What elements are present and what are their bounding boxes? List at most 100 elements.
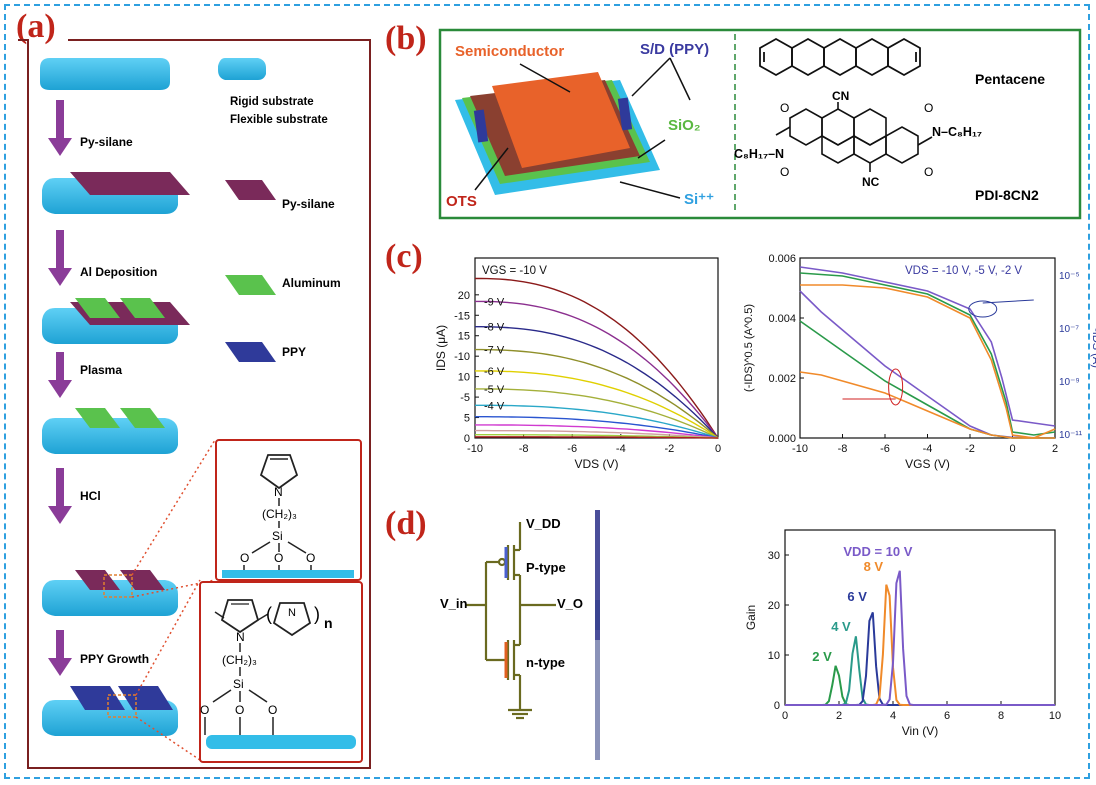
step-label-3: Plasma: [80, 363, 122, 377]
legend-aluminum: Aluminum: [282, 276, 341, 290]
device-semiconductor: [492, 72, 630, 168]
pentacene-structure: [759, 37, 921, 77]
chart3-xtick-label: 2: [836, 710, 842, 722]
chart2-series-log: [800, 284, 1056, 439]
panel-b-frame: [438, 28, 1082, 220]
step-label-1: Py-silane: [80, 135, 133, 149]
panel-a-frame: [18, 39, 371, 769]
chart3-xtick-label: 4: [890, 710, 896, 722]
chart1-ytick-label: 10: [458, 372, 470, 384]
chart1-series-line: [475, 370, 719, 439]
chem1-n: N: [274, 485, 283, 499]
chart2-xtick-label: -10: [792, 443, 808, 455]
chart3-series-line: [785, 665, 1055, 706]
al-pad-3b: [120, 298, 165, 318]
panel-label-b: (b): [385, 20, 427, 57]
chart1-series-line: [475, 404, 719, 439]
chart1-curve-label: -7 V: [484, 345, 505, 357]
chart2-series-log: [799, 272, 1056, 436]
step-label-2: Al Deposition: [80, 265, 157, 279]
chart1-xtick-label: -4: [616, 443, 626, 455]
chart1-ytick-label: -15: [454, 310, 470, 322]
panel-d-circuit: V_DD V_in V_O P-type n-type 1mm: [440, 510, 600, 760]
chart1-ytick-label: -10: [454, 351, 470, 363]
label-ptype: P-type: [526, 560, 566, 575]
chart3-xtick-label: 0: [782, 710, 788, 722]
chem1-si: Si: [272, 529, 283, 543]
substrate-blocks: [40, 58, 190, 736]
chem-box-1: N (CH₂)₃ Si O O O: [215, 439, 362, 581]
chart1-ytick-label: 5: [464, 413, 470, 425]
chart1-series-line: [475, 277, 719, 439]
panel-label-a: (a): [16, 8, 56, 45]
chart3-xlabel: Vin (V): [902, 724, 938, 738]
chart1-xtick-label: -10: [467, 443, 483, 455]
chart2-ytick-right-label: 10⁻⁹: [1059, 377, 1080, 388]
step-label-4: HCl: [80, 489, 101, 503]
chem2-n2: N: [288, 607, 296, 619]
legend-ppy-swatch: [225, 342, 276, 362]
chart3-series-line: [785, 636, 1055, 706]
chart1-series-line: [475, 300, 719, 439]
chart3-xtick-label: 10: [1049, 710, 1061, 722]
chart1-series-line: [475, 348, 719, 439]
chart3-series-label: 4 V: [831, 619, 851, 634]
chart2-ytick-right-label: 10⁻⁷: [1059, 324, 1079, 335]
chart1-series-line: [475, 416, 719, 439]
chart1-series-line: [475, 326, 719, 439]
chart1-series-line: [475, 429, 719, 439]
chart3-series-label: 2 V: [812, 649, 832, 664]
chart1-xtick-label: -6: [567, 443, 577, 455]
chart1-annotation: VGS = -10 V: [482, 265, 547, 277]
label-c8-right: N–C₈H₁₇: [932, 125, 982, 139]
chart2-xtick-label: -8: [838, 443, 848, 455]
al-pad-3a: [75, 298, 120, 318]
chart3-xtick-label: 6: [944, 710, 950, 722]
chart3-series-label: 6 V: [847, 589, 867, 604]
chart1-plot-area: [474, 257, 719, 439]
step-label-5: PPY Growth: [80, 652, 149, 666]
chart1-xlabel: VDS (V): [574, 457, 618, 471]
pdi-structure: [775, 102, 933, 172]
pysilane-layer-2: [70, 172, 190, 195]
label-nc: NC: [862, 175, 880, 189]
chart2-arrow-right: [982, 299, 1034, 304]
chem-box-2: N ( N ) n (CH₂)₃ Si O O O: [199, 581, 363, 763]
label-vin: V_in: [440, 596, 468, 611]
chart3-series-label: 8 V: [864, 559, 884, 574]
chart2-annotation: VDS = -10 V, -5 V, -2 V: [905, 265, 1022, 277]
chart2-ytick-label: 0.006: [768, 253, 796, 265]
svg-text:O: O: [924, 101, 933, 115]
chart1-ytick-label: 15: [458, 331, 470, 343]
chart2-series-sqrt: [799, 371, 1055, 439]
chart3-series-line: [785, 570, 1055, 706]
process-arrows: [48, 100, 72, 676]
inverter-circuit: [466, 522, 556, 720]
chart1-curve-label: -6 V: [484, 366, 505, 378]
chart1-xtick-label: -8: [519, 443, 529, 455]
chart3-series-label: VDD = 10 V: [843, 544, 912, 559]
chart3-xtick-label: 8: [998, 710, 1004, 722]
svg-text:O: O: [235, 703, 244, 717]
legend-pysilane-swatch: [225, 180, 276, 200]
label-pdi: PDI-8CN2: [975, 187, 1039, 203]
chart2-circle-right: [968, 300, 998, 318]
label-ntype: n-type: [526, 655, 565, 670]
chart2-ylabel: (-IDS)^0.5 (A^0.5): [743, 304, 755, 392]
chart1-curve-label: -4 V: [484, 400, 505, 412]
chart2-xtick-label: -2: [965, 443, 975, 455]
chart2-series-sqrt: [799, 290, 1056, 439]
svg-text:O: O: [780, 165, 789, 179]
chart2-xtick-label: 2: [1052, 443, 1058, 455]
chart2-series-log: [799, 266, 1056, 427]
svg-text:O: O: [240, 551, 249, 565]
chem2-chain: (CH₂)₃: [222, 653, 257, 667]
panel-label-c: (c): [385, 238, 423, 275]
chart3-ytick-label: 20: [768, 600, 780, 612]
figure-frame: [4, 4, 1090, 779]
chart2-xtick-label: -6: [880, 443, 890, 455]
legend-ppy: PPY: [282, 345, 306, 359]
chart3-ytick-label: 0: [774, 700, 780, 712]
panel-label-d: (d): [385, 505, 427, 542]
chart1-curve-label: -8 V: [484, 322, 505, 334]
